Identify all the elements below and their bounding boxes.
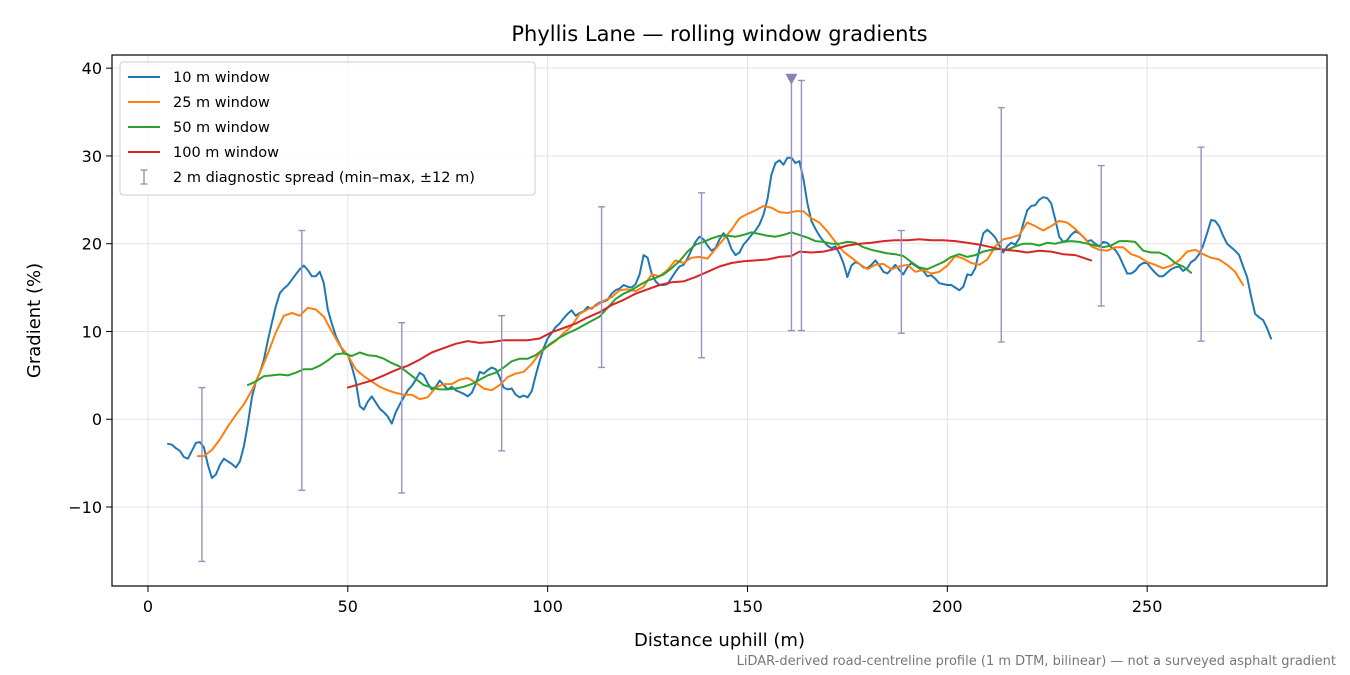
axis-ticks: 0 50 100 150 200 250 −10 0 10 20 30 40: [68, 59, 1162, 616]
y-tick-label: 10: [82, 322, 102, 341]
y-tick-label: 40: [82, 59, 102, 78]
peak-marker: [785, 73, 798, 85]
y-tick-label: 20: [82, 235, 102, 254]
x-axis-title: Distance uphill (m): [634, 630, 805, 651]
legend-handle-errorbar: [140, 169, 148, 185]
legend-box: [119, 61, 536, 196]
errorbar-diagnostic: [198, 386, 206, 563]
footnote: LiDAR-derived road-centreline profile (1…: [737, 654, 1336, 669]
x-tick-label: 50: [338, 597, 358, 616]
errorbar-diagnostic: [498, 314, 506, 452]
legend: 10 m window 25 m window 50 m window 100 m w…: [119, 61, 536, 196]
errorbar-diagnostic: [897, 229, 905, 334]
y-axis-title: Gradient (%): [24, 263, 45, 378]
legend-label: 2 m diagnostic spread (min–max, ±12 m): [173, 170, 475, 186]
errorbar-diagnostic: [1197, 146, 1205, 342]
y-tick-label: −10: [68, 498, 102, 517]
plot-series: [167, 73, 1272, 563]
chart-title: Phyllis Lane — rolling window gradients: [511, 22, 927, 46]
errorbar-diagnostic: [797, 79, 805, 332]
series-line-50m: [246, 231, 1193, 391]
x-tick-label: 150: [732, 597, 763, 616]
y-tick-label: 0: [92, 410, 102, 429]
x-tick-label: 0: [143, 597, 153, 616]
x-tick-label: 200: [932, 597, 963, 616]
errorbar-diagnostic: [598, 206, 606, 369]
plot-frame: [111, 54, 1328, 587]
x-tick-label: 250: [1132, 597, 1163, 616]
errorbar-diagnostic: [1097, 164, 1105, 307]
legend-label: 10 m window: [173, 70, 270, 86]
errorbar-diagnostic: [398, 321, 406, 494]
legend-label: 100 m window: [173, 145, 279, 161]
legend-label: 50 m window: [173, 120, 270, 136]
legend-label: 25 m window: [173, 95, 270, 111]
errorbar-diagnostic: [698, 192, 706, 359]
x-tick-label: 100: [532, 597, 563, 616]
series-line-100m: [346, 238, 1093, 389]
errorbar-diagnostic: [298, 229, 306, 492]
errorbar-diagnostic: [997, 106, 1005, 343]
y-tick-label: 30: [82, 147, 102, 166]
